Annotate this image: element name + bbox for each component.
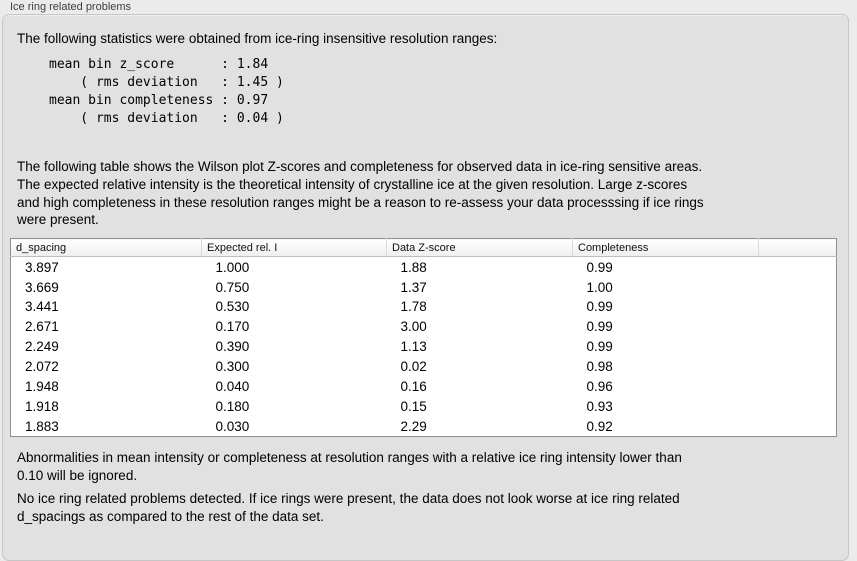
table-header-row: d_spacing Expected rel. I Data Z-score C…: [10, 238, 837, 258]
cell-completeness[interactable]: 0.99: [586, 259, 613, 275]
cell-expected-rel-i[interactable]: 0.750: [215, 279, 250, 295]
cell-expected-rel-i[interactable]: 1.000: [215, 259, 250, 275]
cell-data-z-score[interactable]: 1.13: [400, 339, 427, 355]
cell-d-spacing[interactable]: 3.441: [25, 299, 59, 315]
table-row[interactable]: 2.249 0.390 1.13 0.99: [11, 337, 837, 357]
cell-data-z-score[interactable]: 3.00: [400, 319, 427, 335]
panel-title: Ice ring related problems: [10, 1, 132, 13]
cell-completeness[interactable]: 0.99: [586, 339, 613, 355]
ice-ring-table: d_spacing Expected rel. I Data Z-score C…: [10, 238, 837, 438]
table-description: The following table shows the Wilson plo…: [17, 159, 704, 228]
cell-empty: [759, 377, 837, 397]
cell-empty: [759, 297, 837, 317]
stats-block: mean bin z_score : 1.84 ( rms deviation …: [49, 57, 284, 126]
table-row[interactable]: 3.669 0.750 1.37 1.00: [11, 277, 837, 297]
cell-d-spacing[interactable]: 2.249: [25, 339, 59, 355]
table-row[interactable]: 2.072 0.300 0.02 0.98: [11, 357, 837, 377]
cell-empty: [759, 277, 837, 297]
table-row[interactable]: 2.671 0.170 3.00 0.99: [11, 317, 837, 337]
cell-d-spacing[interactable]: 1.918: [25, 398, 59, 414]
table-row[interactable]: 1.883 0.030 2.29 0.92: [11, 416, 837, 436]
cell-data-z-score[interactable]: 1.88: [400, 259, 427, 275]
cell-d-spacing[interactable]: 1.883: [25, 418, 59, 434]
cell-completeness[interactable]: 0.99: [586, 299, 613, 315]
cell-expected-rel-i[interactable]: 0.390: [215, 339, 250, 355]
ice-ring-group-box: The following statistics were obtained f…: [2, 14, 849, 561]
cell-completeness[interactable]: 0.93: [586, 398, 613, 414]
cell-data-z-score[interactable]: 1.78: [400, 299, 427, 315]
cell-data-z-score[interactable]: 0.16: [400, 378, 427, 394]
column-header-expected-rel-i[interactable]: Expected rel. I: [201, 238, 387, 258]
column-header-data-z-score[interactable]: Data Z-score: [386, 238, 573, 258]
cell-d-spacing[interactable]: 3.669: [25, 279, 59, 295]
cell-empty: [759, 396, 837, 416]
table-row[interactable]: 3.441 0.530 1.78 0.99: [11, 297, 837, 317]
cell-expected-rel-i[interactable]: 0.530: [215, 299, 250, 315]
intro-text: The following statistics were obtained f…: [17, 31, 498, 46]
cell-expected-rel-i[interactable]: 0.030: [215, 418, 250, 434]
cell-empty: [759, 257, 837, 277]
cell-completeness[interactable]: 0.98: [586, 359, 613, 375]
cell-completeness[interactable]: 1.00: [586, 279, 613, 295]
table-row[interactable]: 3.897 1.000 1.88 0.99: [11, 257, 837, 277]
cell-completeness[interactable]: 0.99: [586, 319, 613, 335]
table-row[interactable]: 1.918 0.180 0.15 0.93: [11, 396, 837, 416]
cell-data-z-score[interactable]: 0.02: [400, 359, 427, 375]
cell-data-z-score[interactable]: 0.15: [400, 398, 427, 414]
cell-expected-rel-i[interactable]: 0.170: [215, 319, 250, 335]
cell-d-spacing[interactable]: 2.671: [25, 319, 59, 335]
abnormalities-note: Abnormalities in mean intensity or compl…: [17, 450, 682, 483]
cell-empty: [759, 337, 837, 357]
conclusion-text: No ice ring related problems detected. I…: [17, 491, 680, 524]
cell-expected-rel-i[interactable]: 0.300: [215, 359, 250, 375]
cell-expected-rel-i[interactable]: 0.180: [215, 398, 250, 414]
cell-d-spacing[interactable]: 1.948: [25, 378, 59, 394]
table-row[interactable]: 1.948 0.040 0.16 0.96: [11, 377, 837, 397]
cell-expected-rel-i[interactable]: 0.040: [215, 378, 250, 394]
column-header-d-spacing[interactable]: d_spacing: [10, 238, 202, 258]
cell-d-spacing[interactable]: 3.897: [25, 259, 59, 275]
column-header-empty[interactable]: [758, 238, 837, 258]
cell-completeness[interactable]: 0.92: [586, 418, 613, 434]
cell-d-spacing[interactable]: 2.072: [25, 359, 59, 375]
cell-empty: [759, 317, 837, 337]
cell-empty: [759, 416, 837, 436]
cell-completeness[interactable]: 0.96: [586, 378, 613, 394]
cell-data-z-score[interactable]: 1.37: [400, 279, 427, 295]
cell-empty: [759, 357, 837, 377]
column-header-completeness[interactable]: Completeness: [572, 238, 759, 258]
cell-data-z-score[interactable]: 2.29: [400, 418, 427, 434]
